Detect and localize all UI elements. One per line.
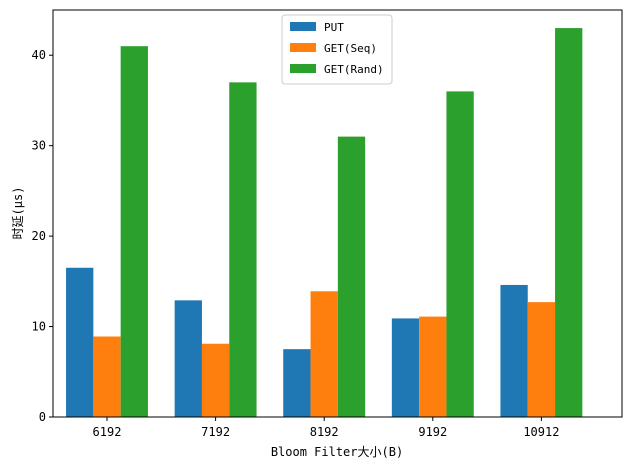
legend-label: GET(Seq): [324, 42, 377, 55]
legend-label: GET(Rand): [324, 63, 384, 76]
bar-get-rand-6192: [120, 46, 148, 418]
y-tick-label: 40: [32, 48, 46, 62]
bar-put-6192: [66, 267, 94, 417]
bar-get-rand-9192: [446, 91, 474, 418]
bar-get-rand-7192: [229, 82, 257, 418]
x-tick-label: 7192: [201, 425, 230, 439]
bar-put-10912: [500, 284, 528, 417]
x-axis-label: Bloom Filter大小(B): [271, 445, 403, 459]
bar-get-seq-7192: [201, 343, 230, 417]
bar-put-8192: [283, 349, 311, 417]
bars-group: [66, 28, 583, 418]
bar-get-seq-9192: [419, 316, 447, 417]
x-tick-label: 6192: [93, 425, 122, 439]
bar-put-9192: [391, 318, 420, 417]
y-tick-label: 0: [39, 410, 46, 424]
x-axis-ticks: 6192 7192 8192 9192 10912: [93, 417, 559, 439]
bar-get-rand-10912: [555, 28, 583, 418]
bar-get-seq-8192: [310, 291, 338, 417]
plot-frame: [52, 9, 623, 418]
y-axis-label: 时延(μs): [11, 187, 25, 240]
axes-group: [52, 9, 623, 418]
x-tick-label: 8192: [310, 425, 339, 439]
bar-get-rand-8192: [337, 136, 366, 417]
legend-swatch: [290, 22, 316, 31]
legend: PUT GET(Seq) GET(Rand): [281, 14, 393, 85]
legend-swatch: [290, 64, 316, 73]
y-tick-label: 10: [32, 320, 46, 334]
x-tick-label: 10912: [523, 425, 559, 439]
x-tick-label: 9192: [418, 425, 447, 439]
y-axis-ticks: 0 10 20 30 40: [32, 48, 53, 424]
legend-swatch: [290, 43, 316, 52]
legend-label: PUT: [324, 21, 344, 34]
y-tick-label: 20: [32, 229, 46, 243]
bar-put-7192: [174, 300, 202, 417]
bar-get-seq-10912: [527, 302, 556, 417]
y-tick-label: 30: [32, 139, 46, 153]
bar-get-seq-6192: [93, 336, 121, 417]
